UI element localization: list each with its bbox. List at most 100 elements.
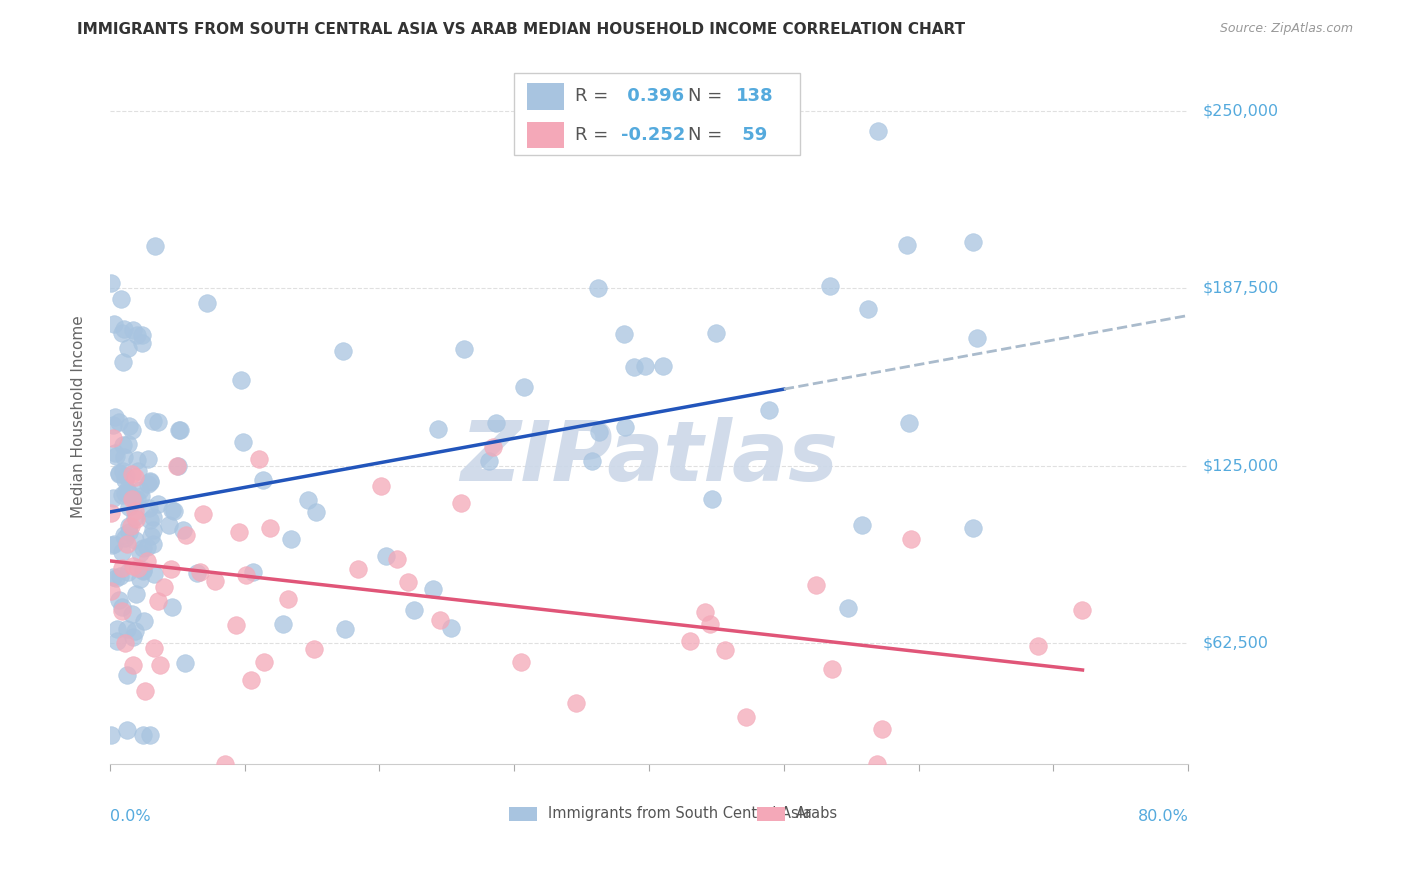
Point	[114, 473, 136, 487]
Point	[149, 658, 172, 673]
Point	[482, 441, 505, 455]
Text: 0.396: 0.396	[621, 87, 685, 105]
Point	[112, 322, 135, 336]
Point	[450, 496, 472, 510]
Point	[115, 723, 138, 737]
Point	[118, 419, 141, 434]
Point	[304, 641, 326, 656]
Text: $250,000: $250,000	[1202, 103, 1278, 119]
Point	[652, 359, 675, 373]
Text: N =: N =	[688, 126, 728, 144]
Point	[115, 622, 138, 636]
Text: IMMIGRANTS FROM SOUTH CENTRAL ASIA VS ARAB MEDIAN HOUSEHOLD INCOME CORRELATION C: IMMIGRANTS FROM SOUTH CENTRAL ASIA VS AR…	[77, 22, 966, 37]
Point	[426, 422, 449, 436]
Text: R =: R =	[575, 87, 613, 105]
Point	[586, 281, 609, 295]
Point	[214, 756, 236, 771]
Text: -0.252: -0.252	[621, 126, 685, 144]
Point	[111, 438, 134, 452]
Point	[870, 723, 893, 737]
Point	[105, 571, 128, 585]
Point	[143, 238, 166, 252]
Point	[866, 756, 889, 771]
Point	[148, 415, 170, 429]
Point	[111, 545, 134, 559]
Point	[110, 292, 132, 306]
Point	[453, 343, 475, 357]
Point	[125, 491, 148, 506]
Point	[111, 355, 134, 369]
Text: 0.0%: 0.0%	[110, 809, 150, 824]
Point	[204, 574, 226, 589]
Point	[232, 434, 254, 449]
Point	[821, 662, 844, 676]
Point	[858, 301, 880, 316]
Point	[132, 564, 155, 578]
Point	[101, 538, 124, 552]
Point	[122, 630, 145, 644]
Point	[112, 450, 135, 464]
Point	[714, 643, 737, 657]
Point	[231, 373, 253, 387]
Point	[188, 565, 211, 579]
Point	[1026, 640, 1049, 654]
Point	[118, 524, 141, 539]
Point	[509, 655, 531, 669]
Text: R =: R =	[575, 126, 613, 144]
Point	[114, 486, 136, 500]
Point	[174, 528, 197, 542]
Point	[242, 565, 264, 579]
Point	[124, 624, 146, 638]
Point	[108, 568, 131, 582]
Point	[101, 570, 124, 584]
FancyBboxPatch shape	[515, 73, 800, 155]
Point	[127, 464, 149, 478]
Point	[111, 561, 134, 575]
Point	[240, 673, 263, 688]
Point	[702, 491, 724, 506]
Point	[898, 416, 921, 430]
Point	[146, 594, 169, 608]
Point	[127, 560, 149, 574]
Point	[105, 622, 128, 636]
Point	[138, 512, 160, 526]
Point	[280, 533, 302, 547]
Text: $187,500: $187,500	[1202, 281, 1278, 296]
Point	[332, 344, 354, 359]
Point	[107, 593, 129, 607]
Point	[136, 540, 159, 554]
Y-axis label: Median Household Income: Median Household Income	[72, 315, 86, 517]
Point	[115, 537, 138, 551]
Point	[142, 641, 165, 656]
Point	[157, 517, 180, 532]
Point	[117, 341, 139, 355]
Point	[101, 431, 124, 445]
Point	[127, 453, 149, 467]
Point	[735, 710, 758, 724]
Point	[117, 437, 139, 451]
Point	[100, 584, 122, 599]
Point	[297, 492, 319, 507]
Point	[172, 523, 194, 537]
Point	[136, 452, 159, 467]
Point	[117, 500, 139, 514]
Point	[477, 454, 499, 468]
Point	[131, 335, 153, 350]
Point	[121, 467, 143, 481]
Point	[100, 729, 122, 743]
Point	[169, 424, 191, 438]
Point	[900, 533, 922, 547]
Point	[121, 424, 143, 438]
Point	[623, 360, 645, 375]
Text: 138: 138	[737, 87, 775, 105]
Point	[485, 416, 508, 430]
Point	[115, 469, 138, 483]
Point	[111, 465, 134, 479]
Text: Arabs: Arabs	[796, 806, 838, 822]
Point	[132, 564, 155, 578]
Point	[136, 554, 159, 568]
Point	[758, 403, 780, 417]
Point	[259, 520, 281, 534]
Point	[271, 616, 294, 631]
Point	[385, 551, 408, 566]
